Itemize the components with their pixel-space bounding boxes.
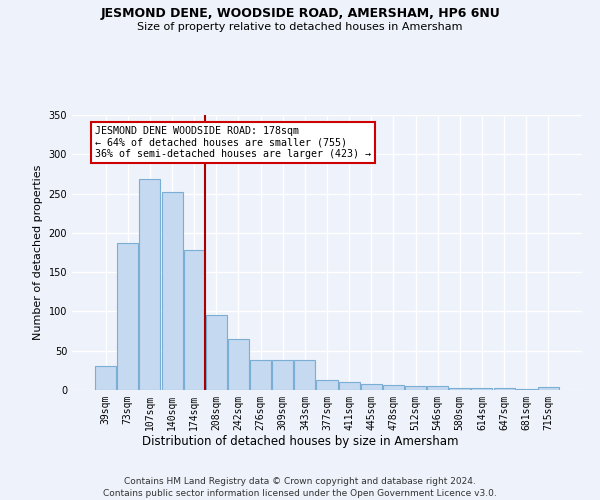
Bar xyxy=(515,389,536,390)
Bar xyxy=(295,360,316,390)
Text: Contains public sector information licensed under the Open Government Licence v3: Contains public sector information licen… xyxy=(103,489,497,498)
Bar xyxy=(184,250,205,390)
Bar xyxy=(405,386,426,390)
Bar xyxy=(427,386,448,390)
Text: JESMOND DENE, WOODSIDE ROAD, AMERSHAM, HP6 6NU: JESMOND DENE, WOODSIDE ROAD, AMERSHAM, H… xyxy=(100,8,500,20)
Text: Size of property relative to detached houses in Amersham: Size of property relative to detached ho… xyxy=(137,22,463,32)
Bar xyxy=(494,388,515,390)
Bar xyxy=(118,243,139,390)
Bar xyxy=(338,382,359,390)
Text: Contains HM Land Registry data © Crown copyright and database right 2024.: Contains HM Land Registry data © Crown c… xyxy=(124,478,476,486)
Bar xyxy=(95,366,116,390)
Text: JESMOND DENE WOODSIDE ROAD: 178sqm
← 64% of detached houses are smaller (755)
36: JESMOND DENE WOODSIDE ROAD: 178sqm ← 64%… xyxy=(95,126,371,159)
Bar xyxy=(161,192,182,390)
Bar xyxy=(361,384,382,390)
Bar xyxy=(206,316,227,390)
Bar xyxy=(538,387,559,390)
Bar xyxy=(250,360,271,390)
Text: Distribution of detached houses by size in Amersham: Distribution of detached houses by size … xyxy=(142,435,458,448)
Bar xyxy=(139,180,160,390)
Bar xyxy=(383,384,404,390)
Bar xyxy=(449,388,470,390)
Bar xyxy=(228,339,249,390)
Bar xyxy=(272,360,293,390)
Y-axis label: Number of detached properties: Number of detached properties xyxy=(33,165,43,340)
Bar xyxy=(316,380,338,390)
Bar xyxy=(472,388,493,390)
